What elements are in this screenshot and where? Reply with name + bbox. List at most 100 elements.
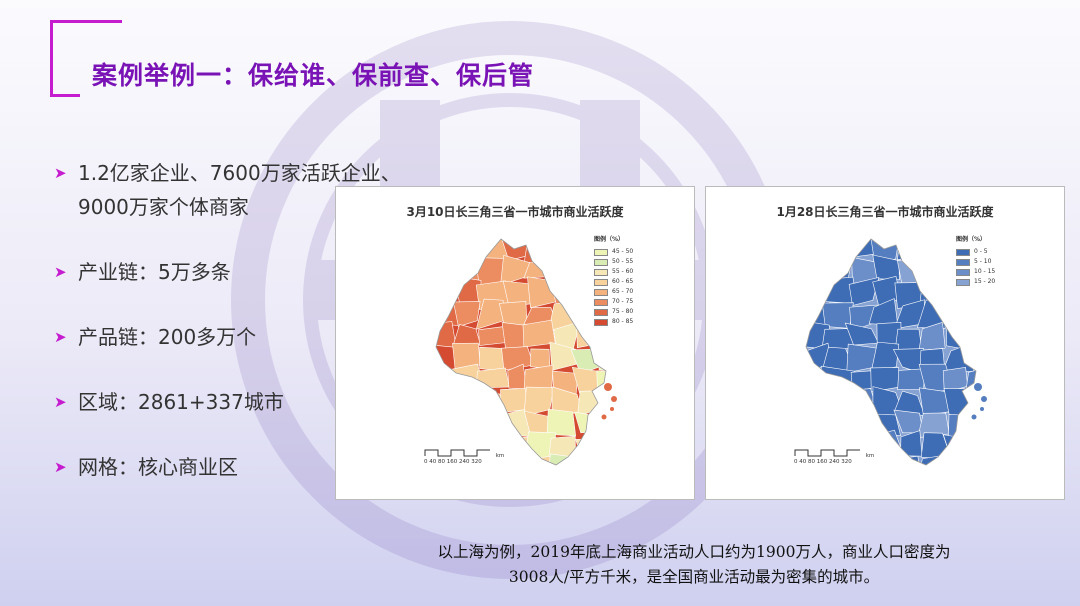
bullet-item: ➤ 网格：核心商业区: [54, 450, 434, 484]
map-region: [436, 385, 462, 419]
map-panel-march: 3月10日长三角三省一市城市商业活跃度 图例（%） 45 - 50 50 - 55…: [335, 186, 695, 500]
map-region: [500, 388, 527, 414]
scale-unit: km: [495, 453, 505, 459]
map-region: [967, 389, 976, 419]
legend-swatch: [956, 278, 970, 286]
map-region: [967, 429, 976, 456]
scale-ticks: 0 40 80 160 240 320: [424, 459, 482, 465]
map-region: [970, 325, 976, 352]
bullet-text: 产业链：5万多条: [78, 260, 231, 284]
legend-label: 5 - 10: [974, 258, 992, 265]
bullet-text-cont: 9000万家个体商家: [78, 195, 249, 219]
caption-line: 以上海为例，2019年底上海商业活动人口约为1900万人，商业人口密度为: [437, 543, 951, 561]
legend-label: 10 - 15: [974, 268, 996, 275]
map-panel-january: 1月28日长三角三省一市城市商业活跃度 图例（%） 0 - 5 5 - 10 10 …: [705, 186, 1065, 500]
map-region: [942, 434, 974, 462]
map-region: [823, 393, 850, 419]
legend-title: 图例（%）: [594, 236, 625, 243]
map-island: [604, 383, 612, 391]
map-island: [610, 407, 614, 411]
map-region: [546, 453, 583, 465]
scale-bar: km 0 40 80 160 240 320: [794, 449, 874, 465]
legend-item: 70 - 75: [594, 297, 633, 307]
map-region: [894, 455, 922, 465]
map-island: [974, 383, 982, 391]
legend-swatch: [594, 248, 608, 256]
legend-label: 50 - 55: [612, 258, 634, 265]
legend-item: 10 - 15: [956, 267, 995, 277]
legend-swatch: [956, 258, 970, 266]
scale-bar: km 0 40 80 160 240 320: [424, 449, 504, 465]
map-title: 3月10日长三角三省一市城市商业活跃度: [406, 205, 624, 219]
legend-item: 50 - 55: [594, 257, 633, 267]
legend-swatch: [956, 248, 970, 256]
map-region: [551, 258, 574, 280]
map-region: [436, 261, 463, 285]
map-region: [897, 239, 929, 261]
map-outline: [805, 238, 977, 466]
bullet-list: ➤ 1.2亿家企业、7600万家活跃企业、 9000万家个体商家 ➤ 产业链：5…: [54, 156, 434, 484]
caption-line: 3008人/平方千米，是全国商业活动最为密集的城市。: [508, 568, 880, 586]
bullet-arrow-icon: ➤: [54, 458, 67, 476]
bullet-text: 网格：核心商业区: [78, 455, 238, 479]
legend-item: 0 - 5: [956, 247, 995, 257]
map-region: [436, 239, 458, 266]
legend-item: 75 - 80: [594, 307, 633, 317]
legend-label: 65 - 70: [612, 288, 634, 295]
bullet-item: ➤ 1.2亿家企业、7600万家活跃企业、 9000万家个体商家: [54, 156, 434, 224]
map-region: [594, 434, 606, 462]
map-region: [946, 299, 973, 329]
map-region: [453, 300, 481, 327]
map-legend: 图例（%） 0 - 5 5 - 10 10 - 15 15 - 20: [956, 235, 995, 287]
legend-label: 45 - 50: [612, 248, 634, 255]
slide-title: 案例举例一：保给谁、保前查、保后管: [92, 61, 535, 90]
bullet-arrow-icon: ➤: [54, 263, 67, 281]
map-region: [970, 454, 976, 465]
map-region: [503, 436, 531, 463]
bullet-arrow-icon: ➤: [54, 328, 67, 346]
legend-item: 5 - 10: [956, 257, 995, 267]
map-region: [942, 451, 976, 465]
map-region: [457, 391, 484, 419]
map-region: [522, 319, 556, 348]
map-region: [479, 408, 510, 439]
legend-label: 55 - 60: [612, 268, 634, 275]
map-outline: [435, 238, 607, 466]
scale-ticks: 0 40 80 160 240 320: [794, 459, 852, 465]
region-map: [435, 238, 617, 466]
legend-label: 75 - 80: [612, 308, 634, 315]
map-region: [505, 456, 534, 465]
scale-bar-icon: [424, 449, 490, 457]
map-region: [597, 451, 606, 465]
map-region: [872, 254, 900, 280]
legend-swatch: [594, 308, 608, 316]
map-region: [553, 239, 578, 262]
map-region: [918, 321, 946, 351]
map-region: [436, 369, 458, 393]
legend-swatch: [594, 318, 608, 326]
map-title: 1月28日长三角三省一市城市商业活跃度: [776, 205, 994, 219]
bullet-item: ➤ 区域：2861+337城市: [54, 385, 434, 419]
map-region: [917, 257, 947, 288]
legend-item: 80 - 85: [594, 317, 633, 327]
map-region: [806, 414, 830, 439]
bullet-arrow-icon: ➤: [54, 393, 67, 411]
map-region: [459, 410, 481, 438]
map-island: [981, 396, 987, 402]
legend-swatch: [594, 288, 608, 296]
scale-unit: km: [865, 453, 875, 459]
map-region: [577, 390, 598, 417]
legend-label: 70 - 75: [612, 298, 634, 305]
map-region: [530, 348, 551, 369]
legend-label: 80 - 85: [612, 318, 634, 325]
map-region: [848, 276, 880, 306]
map-island: [971, 414, 977, 420]
legend-label: 0 - 5: [974, 248, 988, 255]
bullet-text: 产品链：200多万个: [78, 325, 257, 349]
region-map: [805, 238, 987, 466]
map-island: [980, 407, 984, 411]
map-region: [573, 453, 603, 465]
bullet-item: ➤ 产品链：200多万个: [54, 320, 434, 354]
legend-item: 15 - 20: [956, 277, 995, 287]
map-region: [436, 279, 455, 308]
